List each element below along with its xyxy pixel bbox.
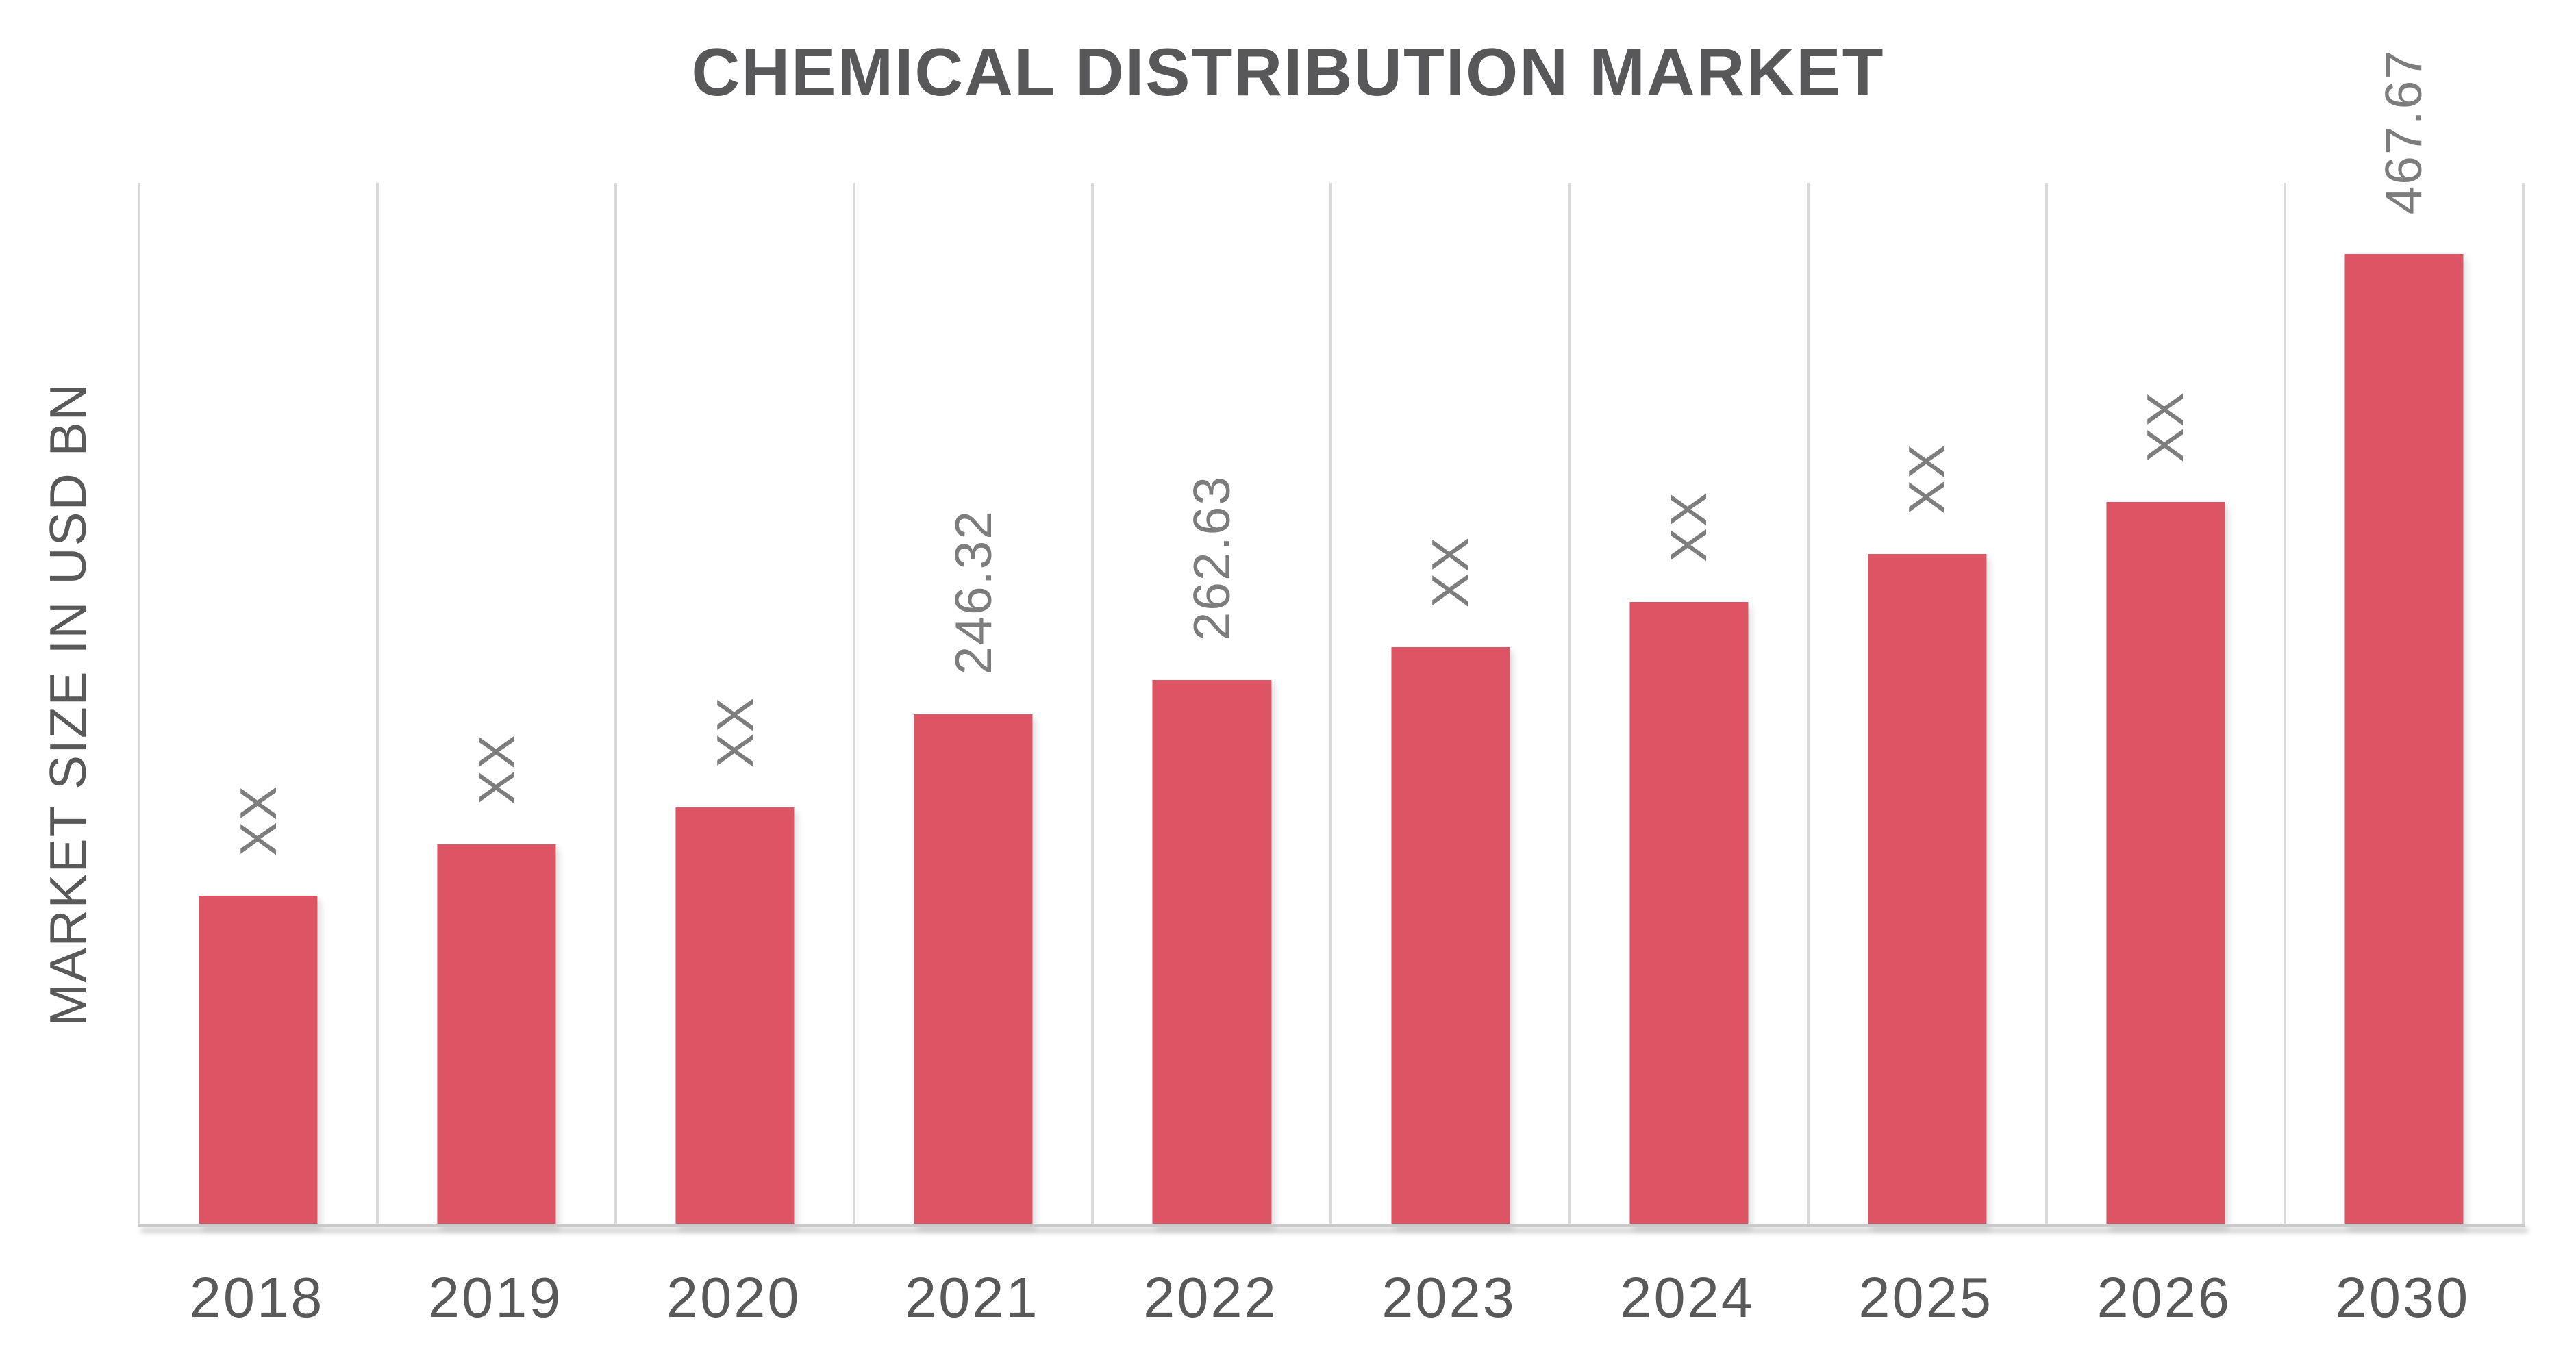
bar-value-label-wrap-2021: 246.32 <box>855 510 1091 675</box>
bar-2026 <box>2106 502 2225 1226</box>
bar-value-label-2021: 246.32 <box>944 509 1002 675</box>
bar-value-label-wrap-2020: XX <box>617 696 853 768</box>
bar-value-label-wrap-2019: XX <box>379 733 614 805</box>
x-tick-label-2018: 2018 <box>189 1266 325 1329</box>
category-column-2019: XX <box>379 183 618 1226</box>
x-tick-label-2023: 2023 <box>1381 1266 1516 1329</box>
x-tick-label-2026: 2026 <box>2097 1266 2232 1329</box>
bar-value-label-wrap-2025: XX <box>1810 443 2045 514</box>
bar-value-label-2023: XX <box>1421 536 1479 607</box>
category-column-2023: XX <box>1332 183 1571 1226</box>
bar-value-label-2018: XX <box>229 784 287 856</box>
y-axis-title: MARKET SIZE IN USD BN <box>39 382 97 1027</box>
category-column-2026: XX <box>2048 183 2286 1226</box>
x-tick-label-2020: 2020 <box>666 1266 801 1329</box>
category-column-2020: XX <box>617 183 856 1226</box>
category-column-2021: 246.32 <box>855 183 1095 1226</box>
bar-value-label-2020: XX <box>705 696 764 768</box>
category-column-2024: XX <box>1571 183 1810 1226</box>
x-tick-label-2025: 2025 <box>1858 1266 1994 1329</box>
x-axis-labels: 2018 2019 2020 2021 2022 2023 2024 2025 2026 2030 <box>138 1266 2522 1329</box>
bar-value-label-wrap-2018: XX <box>140 785 376 856</box>
bar-value-label-2019: XX <box>467 733 525 805</box>
chart-title: CHEMICAL DISTRIBUTION MARKET <box>691 34 1885 110</box>
bar-2020 <box>675 807 795 1226</box>
bar-2025 <box>1868 554 1987 1226</box>
x-tick-label-2021: 2021 <box>905 1266 1040 1329</box>
bar-2023 <box>1390 647 1510 1226</box>
bar-value-label-wrap-2023: XX <box>1332 536 1568 607</box>
x-axis-line <box>138 1224 2525 1227</box>
bar-value-label-2030: 467.67 <box>2375 49 2433 214</box>
bar-value-label-wrap-2024: XX <box>1571 491 1807 562</box>
bar-2024 <box>1629 602 1749 1226</box>
category-column-2018: XX <box>140 183 379 1226</box>
category-column-2030: 467.67 <box>2286 49 2525 1226</box>
x-tick-label-2019: 2019 <box>427 1266 563 1329</box>
bar-value-label-2026: XX <box>2136 390 2194 462</box>
bar-value-label-2024: XX <box>1660 490 1718 562</box>
bar-2022 <box>1152 680 1271 1226</box>
bar-2018 <box>199 896 318 1226</box>
bar-value-label-wrap-2026: XX <box>2048 391 2284 462</box>
category-column-2022: 262.63 <box>1094 183 1333 1226</box>
bar-2030 <box>2344 254 2464 1226</box>
bar-value-label-2025: XX <box>1898 442 1956 514</box>
x-tick-label-2022: 2022 <box>1143 1266 1278 1329</box>
x-tick-label-2024: 2024 <box>1620 1266 1755 1329</box>
bar-2019 <box>437 844 556 1226</box>
bar-value-label-wrap-2022: 262.63 <box>1094 475 1329 640</box>
x-tick-label-2030: 2030 <box>2335 1266 2471 1329</box>
bar-value-label-wrap-2030: 467.67 <box>2286 49 2522 214</box>
bar-2021 <box>914 714 1033 1226</box>
category-column-2025: XX <box>1810 183 2048 1226</box>
plot-area: XX XX XX 246.32 262.63 XX XX XX XX 467.67 <box>138 49 2525 1227</box>
bar-value-label-2022: 262.63 <box>1182 475 1240 640</box>
